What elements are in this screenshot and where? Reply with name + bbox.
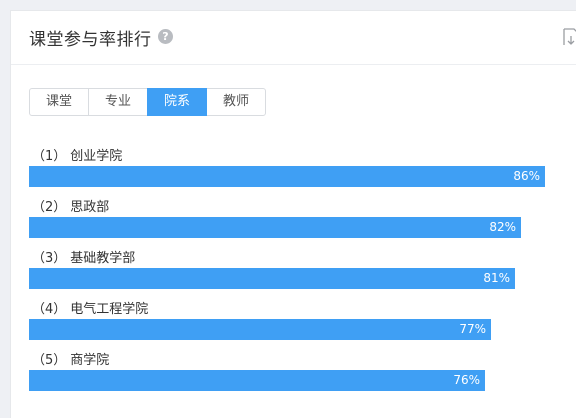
- bar-track: 76%: [29, 370, 569, 391]
- rank-number: （5）: [32, 353, 67, 368]
- tab-major[interactable]: 专业: [88, 88, 148, 116]
- ranking-label: （2） 思政部: [32, 196, 109, 215]
- bar-track: 81%: [29, 268, 569, 289]
- tab-classroom[interactable]: 课堂: [29, 88, 89, 116]
- department-name: 创业学院: [70, 149, 123, 164]
- ranking-label: （4） 电气工程学院: [32, 298, 148, 317]
- dimension-tabs: 课堂 专业 院系 教师: [29, 88, 266, 116]
- bar-track: 86%: [29, 166, 569, 187]
- rank-number: （2）: [32, 200, 67, 215]
- department-name: 基础教学部: [70, 251, 136, 266]
- rank-number: （4）: [32, 302, 67, 317]
- card-title: 课堂参与率排行: [29, 30, 152, 50]
- participation-bar: 81%: [29, 268, 515, 289]
- ranking-label: （1） 创业学院: [32, 145, 122, 164]
- bar-track: 82%: [29, 217, 569, 238]
- participation-bar: 77%: [29, 319, 491, 340]
- bar-track: 77%: [29, 319, 569, 340]
- participation-bar: 86%: [29, 166, 545, 187]
- rank-number: （1）: [32, 149, 67, 164]
- ranking-card: 课堂参与率排行 ? 课堂 专业 院系 教师 （1） 创业学院 86%: [10, 10, 576, 418]
- ranking-item: （2） 思政部 82%: [29, 196, 569, 247]
- department-name: 电气工程学院: [70, 302, 149, 317]
- tab-teacher[interactable]: 教师: [206, 88, 266, 116]
- participation-bar: 82%: [29, 217, 521, 238]
- rank-number: （3）: [32, 251, 67, 266]
- participation-value: 86%: [513, 169, 540, 183]
- ranking-list: （1） 创业学院 86% （2） 思政部 82% （3） 基础教学部: [29, 145, 569, 400]
- ranking-item: （3） 基础教学部 81%: [29, 247, 569, 298]
- question-circle-icon[interactable]: ?: [158, 29, 173, 44]
- ranking-item: （5） 商学院 76%: [29, 349, 569, 400]
- download-icon[interactable]: [563, 28, 576, 46]
- participation-value: 76%: [453, 373, 480, 387]
- participation-value: 82%: [489, 220, 516, 234]
- ranking-label: （5） 商学院: [32, 349, 109, 368]
- tab-department[interactable]: 院系: [147, 88, 207, 116]
- card-header: 课堂参与率排行 ?: [11, 11, 576, 65]
- ranking-label: （3） 基础教学部: [32, 247, 135, 266]
- participation-bar: 76%: [29, 370, 485, 391]
- ranking-item: （4） 电气工程学院 77%: [29, 298, 569, 349]
- department-name: 商学院: [70, 353, 110, 368]
- ranking-item: （1） 创业学院 86%: [29, 145, 569, 196]
- participation-value: 77%: [459, 322, 486, 336]
- participation-value: 81%: [483, 271, 510, 285]
- department-name: 思政部: [70, 200, 110, 215]
